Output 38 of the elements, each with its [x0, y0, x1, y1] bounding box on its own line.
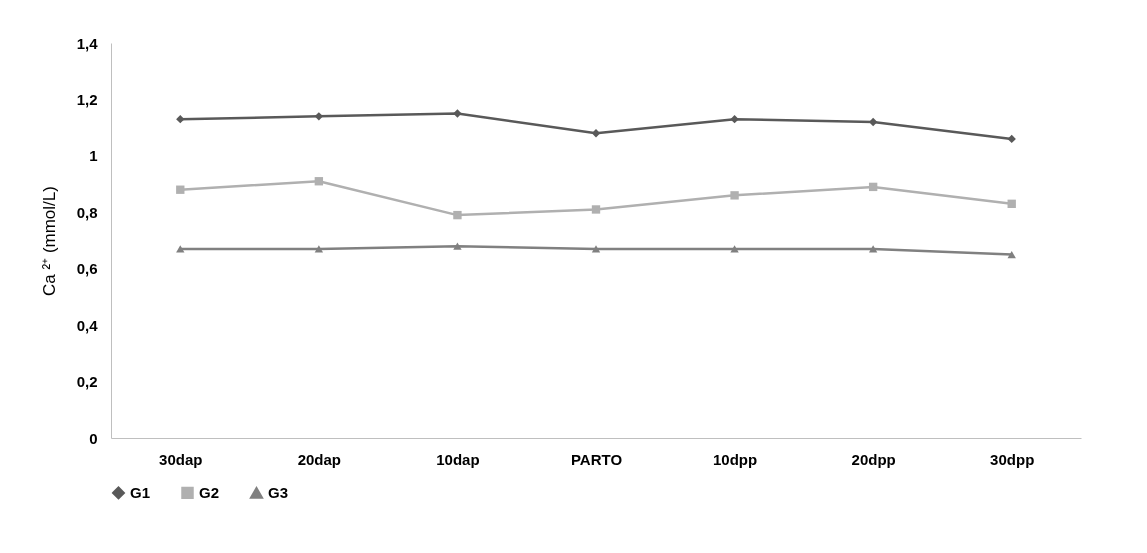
y-tick-label: 0,8 [76, 203, 98, 221]
y-tick-label: 1,2 [76, 90, 98, 108]
x-tick-label: 10dap [436, 450, 480, 468]
x-tick-label: 30dap [159, 450, 203, 468]
point [453, 109, 462, 118]
point [591, 205, 601, 214]
x-tick-label: 30dpp [990, 450, 1035, 468]
legend-label: G2 [199, 483, 220, 501]
x-tick-label: PARTO [570, 450, 623, 468]
y-tick-label: 1 [89, 147, 98, 165]
point [176, 115, 185, 124]
point [591, 129, 601, 138]
point [591, 245, 601, 253]
x-tick-label: 10dpp [712, 450, 758, 468]
point [1007, 250, 1016, 259]
point [176, 245, 185, 253]
point [1007, 134, 1016, 144]
y-tick-label: 0 [89, 429, 98, 447]
point [314, 245, 324, 253]
point [314, 177, 324, 186]
y-tick-label: 0,4 [76, 316, 99, 334]
legend-label: G3 [268, 484, 289, 502]
legend-label: G1 [130, 483, 151, 501]
point [176, 185, 185, 194]
point [453, 242, 462, 250]
point [868, 182, 878, 192]
point [730, 115, 739, 124]
point [730, 191, 739, 200]
point [868, 245, 878, 253]
point [453, 210, 462, 220]
y-tick-label: 0,2 [76, 373, 98, 391]
y-axis-title: Ca ²⁺ (mmol/L) [39, 186, 59, 296]
y-tick-label: 1,4 [76, 34, 99, 52]
x-tick-label: 20dpp [851, 450, 896, 468]
x-tick-label: 20dap [297, 450, 342, 468]
point [1007, 199, 1016, 209]
y-tick-label: 0,6 [76, 260, 98, 278]
point [730, 245, 739, 253]
